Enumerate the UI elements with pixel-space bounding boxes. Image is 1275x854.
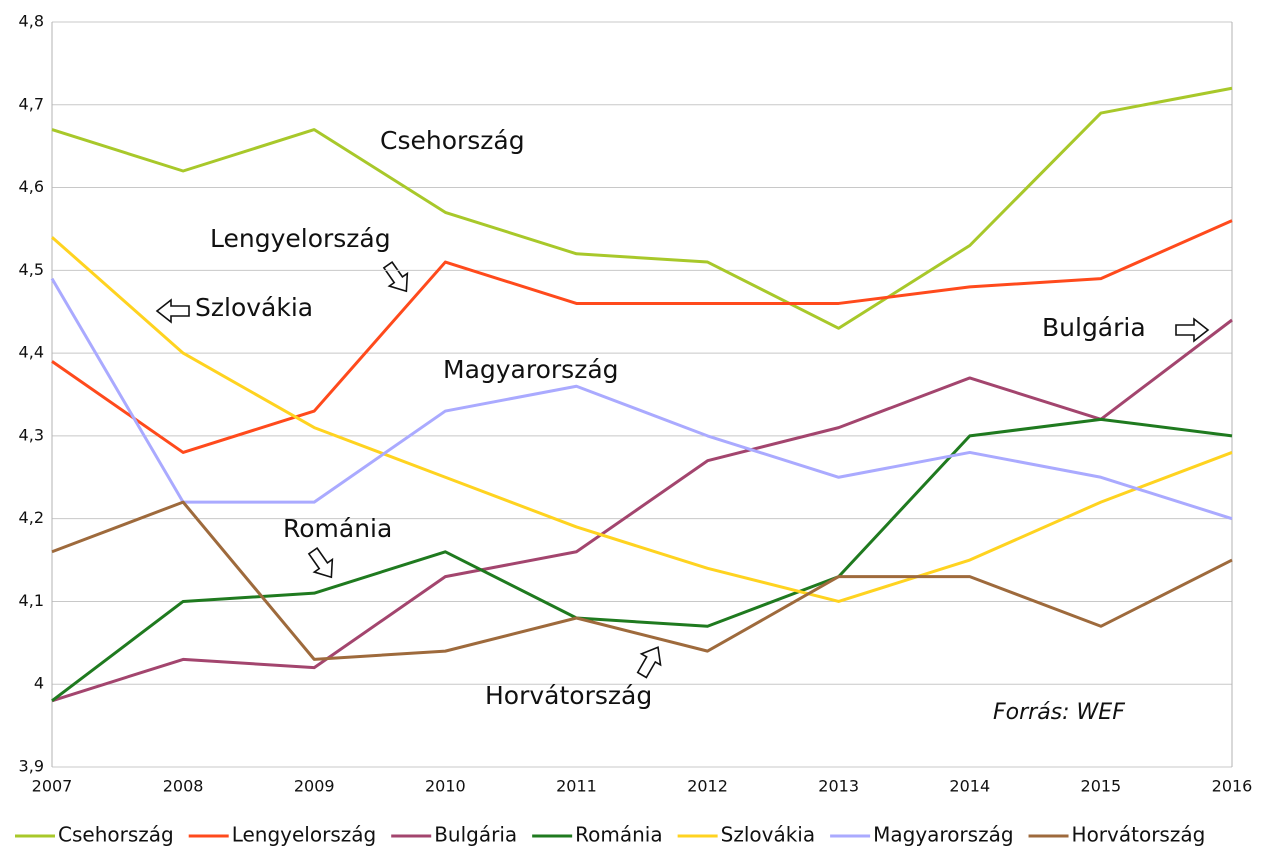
legend-label: Horvátország [1072, 823, 1206, 847]
x-tick-label: 2016 [1212, 777, 1253, 796]
y-tick-label: 4,7 [19, 94, 44, 113]
legend-label: Lengyelország [232, 823, 377, 847]
y-tick-label: 4,6 [19, 177, 44, 196]
series-line [50, 277, 1233, 521]
x-tick-label: 2010 [425, 777, 466, 796]
series-line [51, 318, 1233, 703]
arrow [382, 261, 409, 293]
x-tick-label: 2013 [818, 777, 859, 796]
y-tick-label: 4,1 [19, 591, 44, 610]
y-tick-label: 4,8 [19, 12, 44, 31]
y-tick-label: 4 [34, 674, 44, 693]
x-tick-label: 2008 [163, 777, 204, 796]
legend-label: Bulgária [434, 823, 517, 847]
series-line [51, 236, 1233, 603]
x-tick-label: 2007 [32, 777, 73, 796]
annotation: Lengyelország [210, 224, 391, 253]
arrow [1175, 317, 1210, 343]
y-tick-label: 3,9 [19, 757, 44, 776]
series-line [51, 500, 1233, 661]
x-tick-label: 2012 [687, 777, 728, 796]
source-note: Forrás: WEF [993, 700, 1125, 725]
series-line [51, 86, 1233, 330]
annotation: Bulgária [1042, 313, 1146, 342]
y-tick-label: 4,5 [19, 260, 44, 279]
annotation: Csehország [380, 126, 525, 155]
x-tick-label: 2015 [1081, 777, 1122, 796]
arrow [155, 298, 190, 324]
annotation: Románia [283, 514, 392, 543]
series-line [51, 219, 1233, 454]
x-tick-label: 2014 [949, 777, 990, 796]
x-tick-label: 2011 [556, 777, 597, 796]
arrow [307, 547, 334, 579]
legend-label: Románia [575, 823, 662, 847]
annotation: Magyarország [443, 355, 619, 384]
legend-label: Szlovákia [721, 823, 815, 847]
y-tick-label: 4,3 [19, 425, 44, 444]
y-tick-label: 4,4 [19, 343, 44, 362]
annotation: Horvátország [485, 681, 652, 710]
legend-label: Magyarország [873, 823, 1013, 847]
annotation: Szlovákia [195, 293, 313, 322]
y-tick-label: 4,2 [19, 508, 44, 527]
arrow [636, 646, 662, 679]
arrows [155, 261, 1210, 679]
x-tick-label: 2009 [294, 777, 335, 796]
series-line [51, 417, 1233, 702]
legend-label: Csehország [58, 823, 174, 847]
